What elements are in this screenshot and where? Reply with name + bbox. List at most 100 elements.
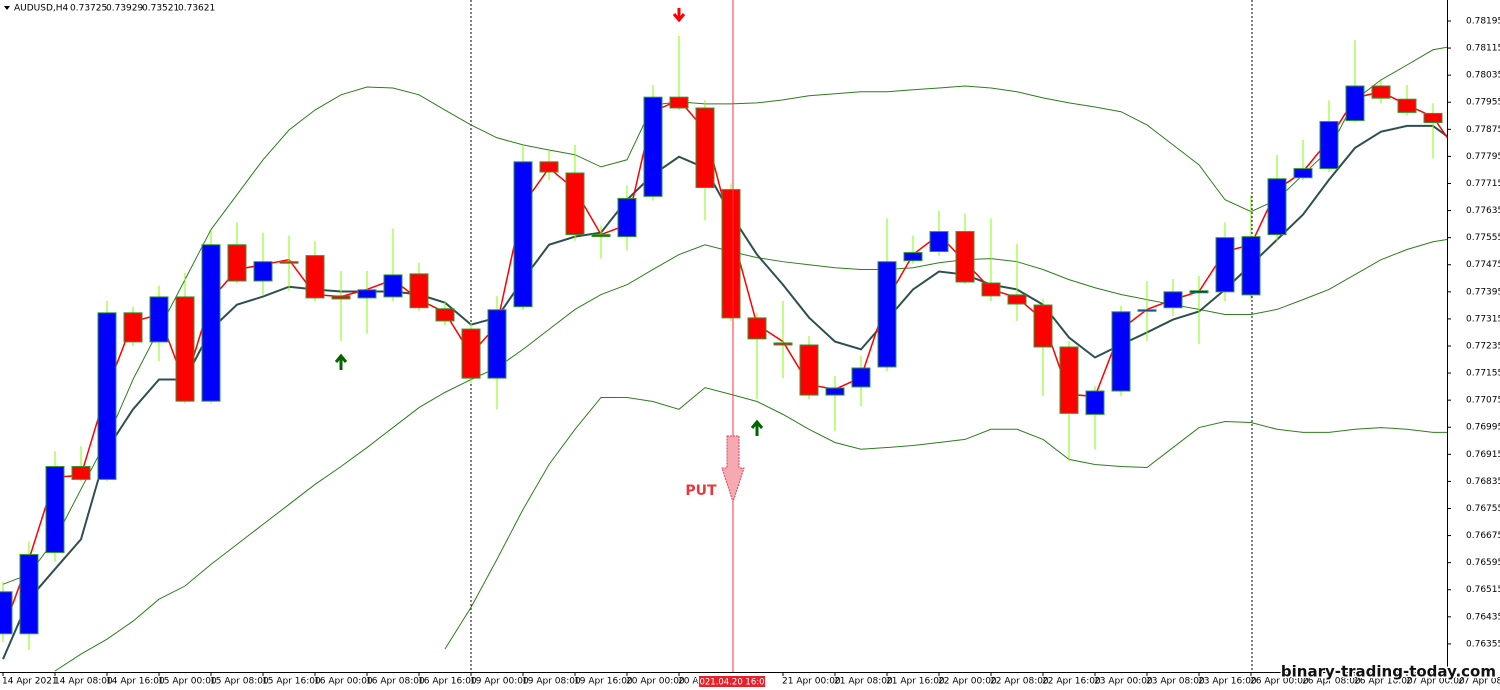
x-tick-label: 21 Apr 08:00: [834, 677, 893, 687]
x-tick-label: 23 Apr 00:00: [1094, 677, 1153, 687]
y-tick-label: 0.76915: [1466, 450, 1500, 460]
candle-body: [695, 107, 715, 189]
buy-arrow: [334, 353, 348, 370]
candle-body: [539, 161, 559, 173]
header-value: 0.73725: [70, 4, 107, 14]
candle-body: [123, 312, 143, 343]
candle-body: [1215, 237, 1235, 293]
buy-arrow: [750, 419, 764, 436]
candle-body: [1345, 85, 1365, 122]
x-tick-label: 14 Apr 2021: [2, 677, 58, 687]
header-value: 0.73929: [106, 4, 143, 14]
y-tick-label: 0.77075: [1466, 396, 1500, 406]
x-tick-label: 15 Apr 08:00: [210, 677, 269, 687]
candle-body: [981, 282, 1001, 297]
y-tick-label: 0.78115: [1466, 44, 1500, 54]
candle-body: [1189, 290, 1209, 294]
candle-body: [357, 289, 377, 299]
candle-body: [1293, 168, 1313, 179]
candle-body: [565, 172, 585, 236]
candle-body: [1319, 121, 1339, 170]
candle-body: [669, 96, 689, 109]
cursor-label: 2021.04.20 16:00: [694, 678, 770, 688]
x-tick-label: 26 Apr 08:00: [1302, 677, 1361, 687]
sell-arrow: [672, 8, 686, 23]
x-tick-label: 19 Apr 00:00: [470, 677, 529, 687]
x-tick-label: 16 Apr 08:00: [366, 677, 425, 687]
candle-body: [877, 261, 897, 368]
candle-body: [721, 189, 741, 319]
x-tick-label: 23 Apr 08:00: [1146, 677, 1205, 687]
candle-body: [279, 261, 299, 264]
candle-body: [1371, 85, 1391, 99]
candle-body: [45, 466, 65, 553]
candle-body: [409, 273, 429, 309]
candle-body: [1241, 236, 1261, 296]
candle-body: [201, 244, 221, 402]
y-tick-label: 0.77875: [1466, 125, 1500, 135]
candle-body: [825, 387, 845, 396]
candle-body: [1163, 291, 1183, 309]
candle-body: [929, 231, 949, 253]
watermark: binary-trading-today.com: [1281, 663, 1496, 681]
x-tick-label: 27 Apr 08:00: [1458, 677, 1500, 687]
candle-body: [71, 466, 91, 480]
candle-body: [799, 344, 819, 396]
candle-body: [1423, 112, 1443, 124]
y-tick-label: 0.76355: [1466, 639, 1500, 649]
candle-body: [227, 244, 247, 282]
y-tick-label: 0.76835: [1466, 477, 1500, 487]
candle-body: [487, 309, 507, 379]
candle-body: [1137, 309, 1157, 312]
candle-body: [0, 591, 13, 635]
y-tick-label: 0.77475: [1466, 260, 1500, 270]
y-tick-label: 0.77395: [1466, 287, 1500, 297]
candle-body: [149, 296, 169, 343]
y-tick-label: 0.77795: [1466, 152, 1500, 162]
candle-body: [1267, 178, 1287, 236]
candle-body: [1007, 294, 1027, 305]
candle-body: [1085, 390, 1105, 415]
candle-body: [253, 261, 273, 282]
overlay: PUT: [334, 0, 764, 672]
candle-body: [747, 317, 767, 340]
candle-body: [903, 252, 923, 262]
candle-body: [1111, 311, 1131, 392]
candle-body: [513, 161, 533, 308]
y-tick-label: 0.76755: [1466, 504, 1500, 514]
x-tick-label: 22 Apr 08:00: [990, 677, 1049, 687]
candle-body: [617, 197, 637, 238]
x-tick-label: 23 Apr 16:00: [1198, 677, 1257, 687]
x-tick-label: 19 Apr 16:00: [574, 677, 633, 687]
candle-body: [331, 295, 351, 300]
y-tick-label: 0.78195: [1466, 16, 1500, 26]
y-tick-label: 0.77315: [1466, 314, 1500, 324]
x-tick-label: 21 Apr 16:00: [886, 677, 945, 687]
x-tick-label: 27 Apr 00:00: [1406, 677, 1465, 687]
candle-body: [1397, 98, 1417, 113]
x-tick-label: 26 Apr 00:00: [1250, 677, 1309, 687]
candle-body: [955, 231, 975, 283]
candle-body: [305, 255, 325, 299]
y-tick-label: 0.77715: [1466, 179, 1500, 189]
y-tick-label: 0.76435: [1466, 612, 1500, 622]
x-tick-label: 14 Apr 16:00: [106, 677, 165, 687]
y-tick-label: 0.77555: [1466, 233, 1500, 243]
cursor-label-box: [699, 676, 765, 687]
y-tick-label: 0.77155: [1466, 369, 1500, 379]
symbol: AUDUSD,H4: [14, 4, 69, 14]
y-tick-label: 0.77955: [1466, 98, 1500, 108]
candle-body: [1059, 346, 1079, 414]
x-tick-label: 14 Apr 08:00: [54, 677, 113, 687]
x-tick-label: 22 Apr 00:00: [938, 677, 997, 687]
candle-body: [383, 274, 403, 298]
y-tick-label: 0.77635: [1466, 206, 1500, 216]
header-value: 0.73521: [142, 4, 179, 14]
x-tick-label: 22 Apr 16:00: [1042, 677, 1101, 687]
indicator-line: [54, 239, 1447, 672]
y-tick-label: 0.76995: [1466, 423, 1500, 433]
candle-body: [851, 367, 871, 388]
